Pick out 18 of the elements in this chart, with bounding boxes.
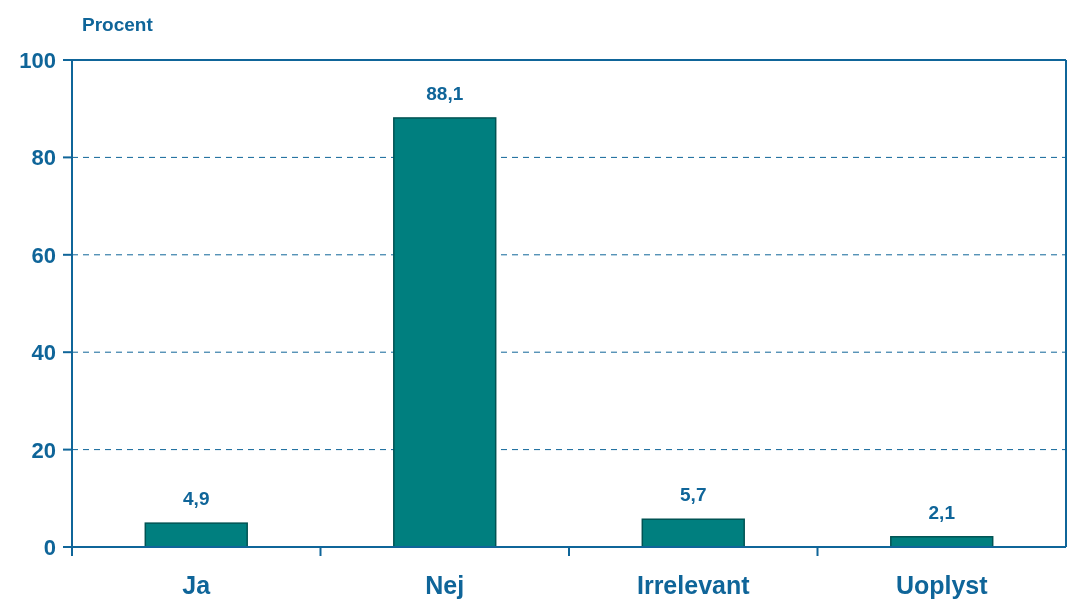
bar [144,522,248,548]
data-label: 2,1 [928,501,956,523]
y-tick-label: 20 [31,437,56,463]
x-tick-label: Nej [425,571,465,599]
bar [393,117,497,548]
x-tick-label: Ja [182,571,212,599]
x-tick-label: Irrelevant [636,571,751,599]
y-tick-label: 0 [43,534,56,560]
bar [641,518,745,548]
data-label: 4,9 [183,488,210,510]
data-label: 88,1 [426,82,464,104]
x-tick-label: Uoplyst [895,571,989,599]
y-axis-title: Procent [82,14,154,35]
y-tick-label: 80 [31,145,56,171]
y-tick-label: 60 [31,242,56,268]
data-label: 5,7 [680,484,707,506]
y-tick-label: 100 [19,47,56,73]
y-tick-label: 40 [31,340,56,366]
